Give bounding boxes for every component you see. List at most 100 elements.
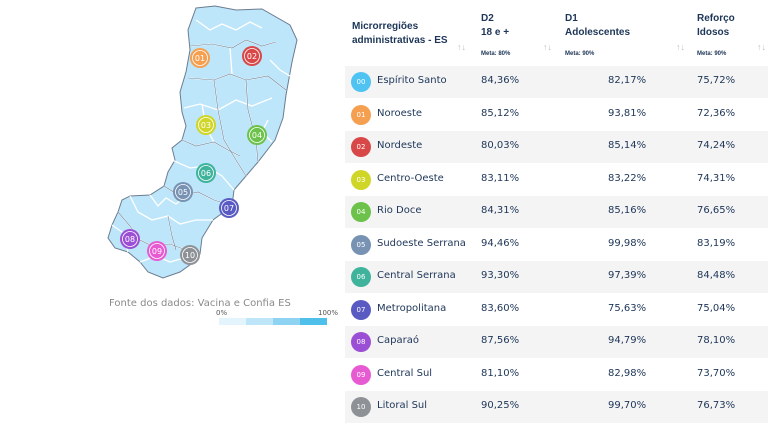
d2-value: 84,36% — [481, 75, 520, 86]
d2-value: 83,60% — [481, 302, 520, 314]
d1-value: 94,79% — [608, 335, 647, 346]
column-header-region[interactable]: Microrregiões administrativas - ES — [352, 0, 448, 66]
column-header-reforco[interactable]: Reforço Idosos Meta: 90% — [697, 0, 735, 66]
map-marker-circle — [242, 46, 262, 66]
map-marker-label: 02 — [247, 52, 257, 61]
d1-value: 75,63% — [608, 302, 647, 314]
region-name: Nordeste — [377, 140, 423, 151]
column-header-d2[interactable]: D2 18 e + Meta: 80% — [481, 0, 510, 66]
column-header-d1[interactable]: D1 Adolescentes Meta: 90% — [565, 0, 630, 66]
map-marker-10[interactable]: 10 — [180, 245, 200, 265]
header-d1-line-1: D1 — [565, 13, 578, 24]
map-marker-04[interactable]: 04 — [247, 125, 267, 145]
map-marker-02[interactable]: 02 — [242, 46, 262, 66]
table-row[interactable]: 06 Central Serrana 93,30% 97,39% 84,48% — [345, 261, 768, 293]
table-row[interactable]: 05 Sudoeste Serrana 94,46% 99,98% 83,19% — [345, 229, 768, 261]
reforco-value: 74,31% — [697, 172, 736, 184]
map-marker-circle — [180, 245, 200, 265]
region-badge: 06 — [351, 267, 371, 287]
d1-value: 82,98% — [608, 367, 647, 379]
table-row[interactable]: 07 Metropolitana 83,60% 75,63% 75,04% — [345, 294, 768, 326]
map-marker-ring — [175, 184, 191, 200]
table-row[interactable]: 04 Rio Doce 84,31% 85,16% 76,65% — [345, 196, 768, 228]
region-badge: 00 — [351, 72, 371, 92]
d1-value: 99,98% — [608, 237, 647, 249]
legend-step-3 — [273, 318, 300, 325]
table-row[interactable]: 08 Caparaó 87,56% 94,79% 78,10% — [345, 326, 768, 358]
table-row[interactable]: 10 Litoral Sul 90,25% 99,70% 76,73% — [345, 391, 768, 423]
header-ref-line-2: Idosos — [697, 27, 730, 38]
region-name: Metropolitana — [377, 302, 447, 314]
map-marker-03[interactable]: 03 — [196, 115, 216, 135]
map-marker-circle — [190, 48, 210, 68]
map-marker-09[interactable]: 09 — [147, 241, 167, 261]
map-marker-label: 10 — [185, 251, 195, 260]
map-marker-label: 03 — [201, 121, 211, 130]
map-marker-08[interactable]: 08 — [120, 229, 140, 249]
header-region-line-1: Microrregiões — [352, 21, 419, 32]
state-outline — [107, 5, 298, 279]
map-marker-07[interactable]: 07 — [219, 198, 239, 218]
region-name: Sudoeste Serrana — [377, 237, 466, 249]
sort-icon-reforco[interactable]: ↑↓ — [757, 42, 766, 52]
map-marker-circle — [120, 229, 140, 249]
legend-step-1 — [219, 318, 246, 325]
table-row[interactable]: 02 Nordeste 80,03% 85,14% 74,24% — [345, 131, 768, 163]
header-d1-meta: Meta: 90% — [565, 51, 595, 57]
map-marker-ring — [244, 48, 260, 64]
region-badge: 09 — [351, 364, 371, 385]
color-scale-legend — [219, 318, 327, 325]
header-d2-line-2: 18 e + — [481, 27, 510, 38]
map-marker-circle — [219, 198, 239, 218]
d1-value: 97,39% — [608, 270, 647, 281]
table-row[interactable]: 01 Noroeste 85,12% 93,81% 72,36% — [345, 99, 768, 131]
d2-value: 87,56% — [481, 335, 520, 346]
legend-step-4 — [300, 318, 327, 325]
reforco-value: 83,19% — [697, 237, 736, 249]
d2-value: 93,30% — [481, 270, 520, 281]
map-marker-ring — [122, 231, 138, 247]
legend-min-label: 0% — [216, 309, 228, 317]
region-badge: 07 — [351, 299, 371, 320]
region-badge: 08 — [351, 332, 371, 352]
table-row[interactable]: 03 Centro-Oeste 83,11% 83,22% 74,31% — [345, 164, 768, 196]
map-marker-01[interactable]: 01 — [190, 48, 210, 68]
map-marker-circle — [247, 125, 267, 145]
d2-value: 90,25% — [481, 400, 520, 411]
map-marker-ring — [198, 117, 214, 133]
reforco-value: 73,70% — [697, 367, 736, 379]
legend-max-label: 100% — [318, 309, 339, 317]
reforco-value: 72,36% — [697, 107, 736, 119]
reforco-value: 76,73% — [697, 400, 736, 411]
map-marker-circle — [147, 241, 167, 261]
map-marker-ring — [182, 247, 198, 263]
sort-icon-region[interactable]: ↑↓ — [457, 42, 466, 52]
sort-icon-d1[interactable]: ↑↓ — [676, 42, 685, 52]
map-marker-label: 04 — [252, 131, 262, 140]
legend-step-2 — [246, 318, 273, 325]
espirito-santo-map: 01 02 03 04 05 06 07 08 09 10 — [107, 5, 298, 279]
region-name: Caparaó — [377, 335, 419, 346]
d2-value: 85,12% — [481, 107, 520, 119]
header-ref-line-1: Reforço — [697, 13, 735, 24]
table-row[interactable]: 09 Central Sul 81,10% 82,98% 73,70% — [345, 359, 768, 391]
reforco-value: 75,04% — [697, 302, 736, 314]
region-badge: 02 — [351, 137, 371, 157]
table-row[interactable]: 00 Espírito Santo 84,36% 82,17% 75,72% — [345, 66, 768, 98]
reforco-value: 84,48% — [697, 270, 736, 281]
region-name: Central Serrana — [377, 270, 456, 281]
sort-icon-d2[interactable]: ↑↓ — [543, 42, 552, 52]
region-name: Noroeste — [377, 107, 423, 119]
map-marker-05[interactable]: 05 — [173, 182, 193, 202]
d1-value: 82,17% — [608, 75, 647, 86]
data-source-note: Fonte dos dados: Vacina e Confia ES — [109, 298, 291, 309]
region-name: Espírito Santo — [377, 75, 447, 86]
region-badge: 04 — [351, 202, 371, 222]
region-markers: 01 02 03 04 05 06 07 08 09 10 — [120, 46, 267, 265]
map-marker-06[interactable]: 06 — [196, 163, 216, 183]
reforco-value: 76,65% — [697, 205, 736, 216]
map-marker-label: 05 — [178, 188, 188, 197]
region-name: Central Sul — [377, 367, 433, 379]
map-marker-label: 08 — [125, 235, 135, 244]
region-outline-lines — [117, 39, 287, 255]
